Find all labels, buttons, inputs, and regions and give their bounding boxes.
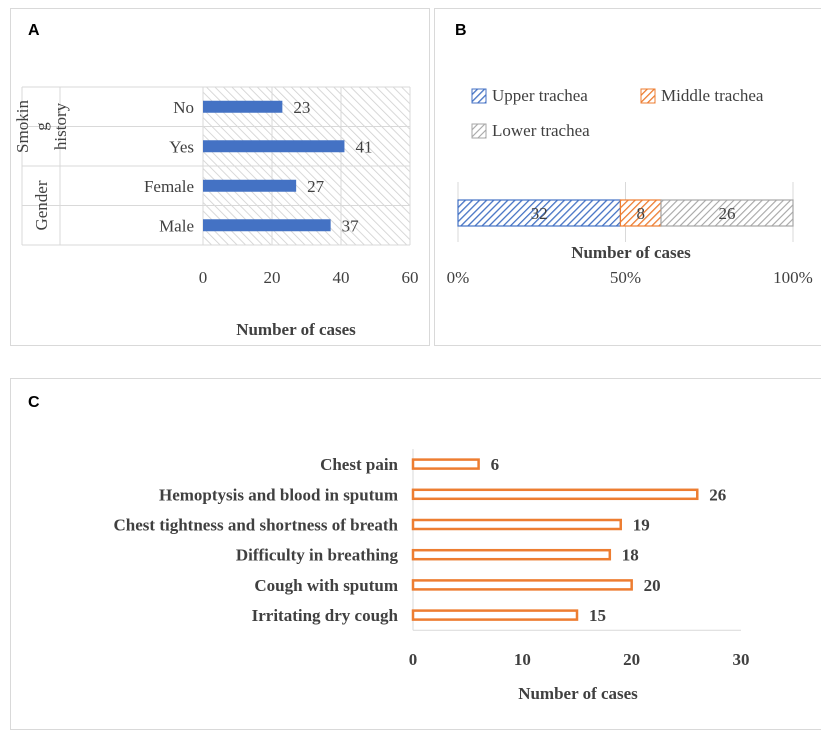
category-label: No: [173, 98, 194, 117]
group-label: Smokinghistory: [13, 100, 70, 153]
bar: [411, 548, 612, 561]
category-label: Hemoptysis and blood in sputum: [159, 485, 398, 504]
x-tick-label: 20: [623, 650, 640, 669]
bar-segment: [619, 199, 662, 227]
x-axis-title: Number of cases: [571, 243, 691, 262]
legend-label: Middle trachea: [661, 86, 764, 105]
bar: [411, 518, 622, 531]
bar-segment: [660, 199, 794, 227]
panel-b: [434, 8, 821, 346]
panel-label-a: A: [28, 22, 40, 39]
bar: [203, 100, 283, 113]
category-label: Chest tightness and shortness of breath: [114, 516, 399, 535]
data-label: 8: [636, 204, 645, 223]
data-label: 26: [709, 485, 726, 504]
data-label: 26: [719, 204, 736, 223]
x-tick-label: 0: [409, 650, 418, 669]
category-label: Male: [159, 216, 194, 235]
bar-segment: [457, 199, 622, 227]
panel-label-c: C: [28, 394, 40, 411]
bar: [411, 488, 699, 501]
category-label: Irritating dry cough: [252, 606, 399, 625]
bar: [203, 140, 345, 153]
group-label-line: Smokin: [13, 100, 32, 153]
x-tick-label: 60: [402, 268, 419, 287]
data-label: 19: [633, 516, 650, 535]
panel-label-b: B: [455, 22, 467, 39]
chart-b: Upper trachea Middle trachea Lower trachea…: [447, 86, 813, 287]
x-tick-label: 30: [733, 650, 750, 669]
x-tick-label: 100%: [773, 268, 813, 287]
category-label: Cough with sputum: [254, 576, 398, 595]
data-label: 6: [491, 455, 500, 474]
x-tick-label: 0: [199, 268, 208, 287]
data-label: 32: [531, 204, 548, 223]
x-axis-title: Number of cases: [518, 684, 638, 703]
bar: [203, 219, 331, 232]
data-label: 15: [589, 606, 606, 625]
bar: [411, 458, 480, 470]
bar: [411, 609, 579, 621]
group-label-line: Gender: [32, 180, 51, 230]
x-tick-label: 40: [333, 268, 350, 287]
category-label: Difficulty in breathing: [236, 546, 399, 565]
x-tick-label: 10: [514, 650, 531, 669]
x-tick-label: 50%: [610, 268, 641, 287]
x-tick-label: 20: [264, 268, 281, 287]
category-label: Female: [144, 177, 194, 196]
chart-c: Chest pain 6 Hemoptysis and blood in sputu…: [114, 449, 750, 703]
data-label: 23: [293, 98, 310, 117]
legend-label: Lower trachea: [492, 121, 590, 140]
bar: [203, 179, 297, 192]
x-axis-title: Number of cases: [236, 320, 356, 339]
category-label: Chest pain: [320, 455, 398, 474]
legend-swatch: [640, 88, 656, 104]
bar: [411, 579, 633, 591]
data-label: 18: [622, 546, 639, 565]
data-label: 20: [644, 576, 661, 595]
legend-swatch: [471, 123, 487, 139]
legend-label: Upper trachea: [492, 86, 588, 105]
group-label: Gender: [32, 180, 51, 230]
x-tick-label: 0%: [447, 268, 470, 287]
data-label: 37: [342, 216, 360, 235]
legend-swatch: [471, 88, 487, 104]
group-label-line: g: [32, 122, 51, 131]
category-label: Yes: [169, 137, 194, 156]
data-label: 41: [355, 137, 372, 156]
chart-a: No 23 Yes 41 Female 27 Male 37 Smokinghistory Gen…: [13, 86, 419, 339]
group-label-line: history: [51, 102, 70, 150]
data-label: 27: [307, 177, 325, 196]
